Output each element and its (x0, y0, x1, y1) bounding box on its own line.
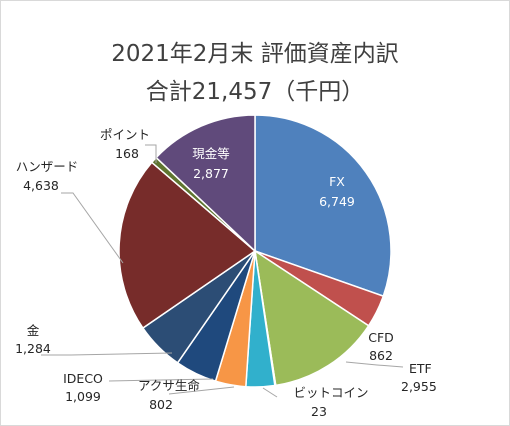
label-value-etf: 2,955 (401, 379, 437, 394)
label-name-cfd: CFD (368, 330, 394, 345)
label-name-cash: 現金等 (192, 146, 230, 161)
leader-line-bitcoin (262, 387, 278, 398)
label-value-gold: 1,284 (15, 341, 51, 356)
pie-slice-10 (155, 114, 256, 253)
chart-subtitle: 合計21,457（千円） (146, 79, 364, 105)
label-name-hanzard: ハンザード (16, 159, 79, 174)
chart-title: 2021年2月末 評価資産内訳 (111, 41, 398, 67)
pie-slices (118, 114, 392, 388)
label-name-axa: アクサ生命 (138, 378, 200, 393)
leader-line-point (145, 144, 157, 163)
label-name-etf: ETF (409, 361, 432, 376)
label-value-axa: 802 (149, 397, 173, 412)
pie-slice-0 (254, 114, 392, 298)
pie-slice-2 (254, 249, 370, 387)
label-value-bitcoin: 23 (311, 404, 327, 419)
leader-line-ideco (108, 378, 214, 382)
label-value-point: 168 (115, 146, 139, 161)
label-value-hanzard: 4,638 (23, 178, 59, 193)
leader-line-etf (345, 361, 404, 368)
label-name-ideco: IDECO (63, 371, 103, 386)
slice-labels: FX 6,749 CFD 862 ETF 2,955 ビットコイン 23 アクサ… (15, 127, 437, 419)
label-value-cfd: 862 (369, 348, 393, 363)
label-name-bitcoin: ビットコイン (293, 385, 368, 400)
label-value-fx: 6,749 (319, 194, 355, 209)
label-name-fx: FX (329, 174, 345, 189)
label-name-gold: 金 (27, 323, 40, 338)
leader-lines (41, 144, 404, 398)
leader-line-hanzard (61, 192, 124, 264)
leader-line-gold (41, 352, 173, 356)
label-value-ideco: 1,099 (65, 389, 101, 404)
label-name-point: ポイント (100, 127, 150, 142)
pie-slice-8 (118, 161, 257, 330)
leader-line-axa (168, 386, 235, 395)
label-value-cash: 2,877 (193, 166, 229, 181)
